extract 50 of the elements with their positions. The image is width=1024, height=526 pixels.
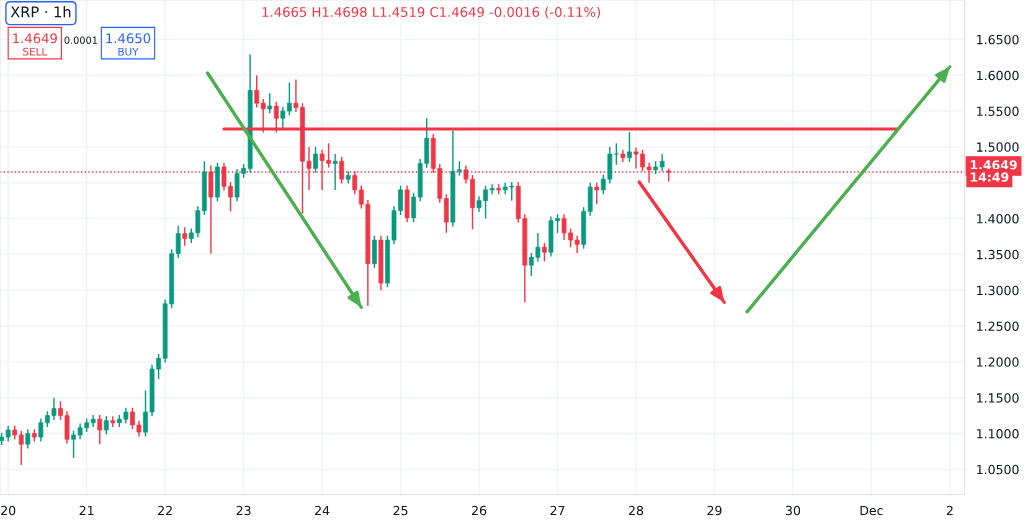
annotation: 1.4649 xyxy=(13,33,57,44)
annotation: SELL xyxy=(23,47,48,56)
candlestick xyxy=(332,153,338,191)
y-tick-label: 1.6500 xyxy=(977,34,1019,45)
y-tick-label: 1.5500 xyxy=(977,106,1019,116)
candlestick xyxy=(182,226,188,247)
x-tick-label: 29 xyxy=(707,505,722,516)
candlestick xyxy=(443,193,449,234)
annotation: 1.4650 xyxy=(106,33,151,44)
candlestick xyxy=(254,74,260,109)
x-tick-label: Dec xyxy=(860,505,883,516)
x-tick-label: 23 xyxy=(236,505,251,516)
y-tick-label: 1.2500 xyxy=(977,321,1019,331)
candlestick xyxy=(372,235,377,269)
x-tick-label: 26 xyxy=(472,505,487,516)
candlestick xyxy=(97,414,103,445)
candlestick xyxy=(542,242,547,263)
candlestick xyxy=(25,428,31,450)
y-tick-label: 1.1500 xyxy=(977,393,1019,403)
candlestick xyxy=(267,92,273,114)
candlestick xyxy=(90,414,96,428)
x-tick-label: 22 xyxy=(158,505,172,516)
y-tick-label: 1.4000 xyxy=(977,214,1019,224)
x-tick-label: 2 xyxy=(946,505,953,516)
candlestick xyxy=(110,415,116,428)
annotation: 0.0001 xyxy=(64,36,98,44)
x-tick-label: 27 xyxy=(550,505,565,516)
x-tick-label: 30 xyxy=(785,505,801,516)
candlestick xyxy=(175,225,181,259)
candlestick xyxy=(313,146,318,174)
x-tick-label: 28 xyxy=(628,505,644,516)
candlestick xyxy=(627,131,632,163)
annotation: 1.4665 H1.4698 L1.4519 C1.4649 -0.0016 (-0.11%) xyxy=(262,6,601,19)
text: 14:49 xyxy=(970,172,1009,182)
y-tick-label: 1.5000 xyxy=(977,142,1019,152)
y-tick-label: 1.2000 xyxy=(977,357,1019,367)
x-tick-label: 20 xyxy=(1,505,16,516)
y-tick-label: 1.6000 xyxy=(977,70,1019,81)
x-tick-label: 24 xyxy=(315,505,330,516)
annotation: BUY xyxy=(118,47,139,56)
x-tick-label: 21 xyxy=(79,505,94,516)
y-tick-label: 1.3500 xyxy=(977,249,1019,260)
y-tick-label: 1.0500 xyxy=(977,464,1019,475)
x-tick-label: 25 xyxy=(393,505,408,516)
candlestick xyxy=(339,156,345,185)
y-tick-label: 1.1000 xyxy=(977,429,1019,439)
y-tick-label: 1.3000 xyxy=(977,285,1019,296)
candlestick xyxy=(18,429,24,466)
chart-title: XRP · 1h xyxy=(10,6,71,18)
candlestick xyxy=(594,182,600,205)
